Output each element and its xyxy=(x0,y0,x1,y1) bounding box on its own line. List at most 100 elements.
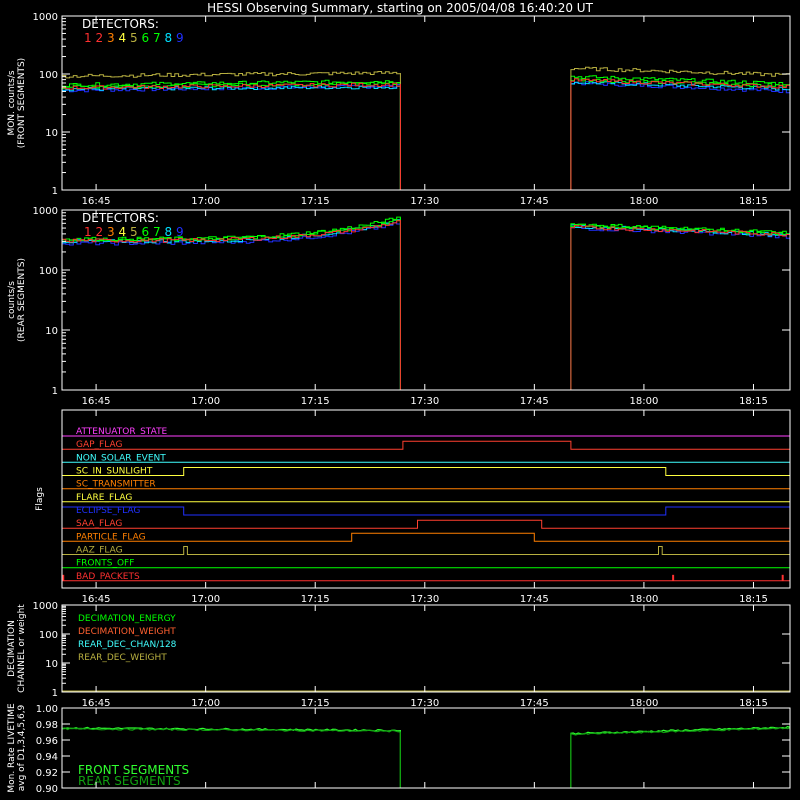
x-tick-label-1-6: 18:15 xyxy=(739,396,768,407)
y-tick-label-1-3: 1000 xyxy=(33,206,58,217)
x-tick-label-1-0: 16:45 xyxy=(82,396,111,407)
series-line-0-1 xyxy=(62,78,791,191)
series-line-1-6 xyxy=(62,216,791,391)
flag-line-ECLIPSE_FLAG xyxy=(62,506,790,516)
x-tick-label-2-0: 16:45 xyxy=(82,594,111,605)
x-tick-label-2-4: 17:45 xyxy=(520,594,549,605)
flag-label-FLARE_FLAG: FLARE_FLAG xyxy=(76,493,132,503)
y-tick-label-1-1: 10 xyxy=(45,326,58,337)
y-axis-label-0-1: (FRONT SEGMENTS) xyxy=(17,58,27,148)
panel-1: 16:45 17:00 17:15 17:30 17:45 18:00 18:15 1 10 10… xyxy=(7,206,791,407)
flag-label-ATTENUATOR_STATE: ATTENUATOR_STATE xyxy=(76,427,168,437)
y-tick-label-0-0: 1 xyxy=(52,186,58,197)
livetime-legend-0: FRONT SEGMENTS xyxy=(78,763,189,777)
y-tick-label-4-3: 0.96 xyxy=(36,736,58,747)
y-axis-label-3-0: DECIMATION xyxy=(7,620,17,677)
y-tick-label-0-3: 1000 xyxy=(33,12,58,23)
flag-label-SC_IN_SUNLIGHT: SC_IN_SUNLIGHT xyxy=(76,467,153,477)
y-tick-label-3-1: 10 xyxy=(45,659,58,670)
panel-flags: ATTENUATOR_STATE GAP_FLAG NON_SOLAR_EVENT S… xyxy=(35,409,791,605)
detector-number-1-6: 6 xyxy=(142,225,150,239)
detector-number-1-2: 2 xyxy=(96,225,104,239)
livetime-line-1 xyxy=(61,726,791,788)
detector-number-0-9: 9 xyxy=(176,31,184,45)
series-line-1-9 xyxy=(62,221,791,391)
flag-label-ECLIPSE_FLAG: ECLIPSE_FLAG xyxy=(76,506,140,516)
x-tick-label-0-2: 17:15 xyxy=(301,196,330,207)
chart-title: HESSI Observing Summary, starting on 200… xyxy=(207,1,593,15)
y-axis-label-flags: Flags xyxy=(35,487,45,511)
y-tick-label-1-2: 100 xyxy=(39,266,58,277)
series-line-0-6 xyxy=(62,75,791,191)
series-line-0-5 xyxy=(62,66,791,191)
detector-number-1-8: 8 xyxy=(165,225,173,239)
x-tick-label-0-4: 17:45 xyxy=(520,196,549,207)
panel-0: 16:45 17:00 17:15 17:30 17:45 18:00 18:15 1 10 10… xyxy=(7,12,791,207)
detectors-label-1: DETECTORS: xyxy=(82,211,159,225)
detector-number-1-7: 7 xyxy=(153,225,161,239)
x-tick-label-0-6: 18:15 xyxy=(739,196,768,207)
livetime-legend-1: REAR SEGMENTS xyxy=(78,774,181,788)
panel-frame-0 xyxy=(61,15,791,191)
y-tick-label-4-4: 0.98 xyxy=(36,720,58,731)
x-tick-label-3-5: 18:00 xyxy=(629,698,658,709)
detector-number-0-1: 1 xyxy=(84,31,92,45)
x-tick-label-2-1: 17:00 xyxy=(191,594,220,605)
flag-label-SAA_FLAG: SAA_FLAG xyxy=(76,519,122,529)
y-tick-label-4-0: 0.90 xyxy=(36,784,58,795)
detector-number-0-4: 4 xyxy=(119,31,127,45)
detector-number-1-5: 5 xyxy=(130,225,138,239)
x-tick-label-0-1: 17:00 xyxy=(191,196,220,207)
y-tick-label-4-2: 0.94 xyxy=(36,752,58,763)
x-tick-label-0-5: 18:00 xyxy=(629,196,658,207)
y-tick-label-4-5: 1.00 xyxy=(36,704,58,715)
y-axis-label-1-1: (REAR SEGMENTS) xyxy=(17,258,27,342)
y-tick-label-3-3: 1000 xyxy=(33,601,58,612)
y-tick-label-1-0: 1 xyxy=(52,386,58,397)
x-tick-label-2-3: 17:30 xyxy=(410,594,439,605)
flag-line-SAA_FLAG xyxy=(62,519,790,529)
x-tick-label-3-6: 18:15 xyxy=(739,698,768,709)
flag-label-PARTICLE_FLAG: PARTICLE_FLAG xyxy=(76,532,146,542)
x-tick-label-3-2: 17:15 xyxy=(301,698,330,709)
detector-number-1-4: 4 xyxy=(119,225,127,239)
detector-number-0-3: 3 xyxy=(107,31,115,45)
panel-frame-4 xyxy=(61,707,791,789)
y-tick-label-0-1: 10 xyxy=(45,128,58,139)
y-axis-label-4-0: Mon. Rate LIVETIME xyxy=(7,703,17,793)
panel-frame-3 xyxy=(61,604,791,693)
decimation-legend-1: DECIMATION_WEIGHT xyxy=(78,627,176,637)
y-tick-label-3-2: 100 xyxy=(39,630,58,641)
x-tick-label-1-5: 18:00 xyxy=(629,396,658,407)
y-tick-label-4-1: 0.92 xyxy=(36,768,58,779)
flag-label-AAZ_FLAG: AAZ_FLAG xyxy=(76,546,123,556)
x-tick-label-1-2: 17:15 xyxy=(301,396,330,407)
detector-number-0-8: 8 xyxy=(165,31,173,45)
detectors-label-0: DETECTORS: xyxy=(82,17,159,31)
x-tick-label-1-3: 17:30 xyxy=(410,396,439,407)
decimation-legend-0: DECIMATION_ENERGY xyxy=(78,614,176,624)
decimation-legend-2: REAR_DEC_CHAN/128 xyxy=(78,640,177,650)
panel-frame-1 xyxy=(61,209,791,391)
y-axis-label-0-0: MON. counts/s xyxy=(7,70,17,135)
decimation-legend-3: REAR_DEC_WEIGHT xyxy=(78,653,167,663)
x-tick-label-2-2: 17:15 xyxy=(301,594,330,605)
y-axis-label-4-1: avg of D1,3,4,5,6,9 xyxy=(17,704,27,791)
detector-number-1-3: 3 xyxy=(107,225,115,239)
detector-number-0-6: 6 xyxy=(142,31,150,45)
series-line-1-1 xyxy=(62,220,791,391)
x-tick-label-2-6: 18:15 xyxy=(739,594,768,605)
panel-decimation: 16:45 17:00 17:15 17:30 17:45 18:00 18:15 1 10 10… xyxy=(7,601,791,709)
x-tick-label-3-1: 17:00 xyxy=(191,698,220,709)
detector-number-0-7: 7 xyxy=(153,31,161,45)
x-tick-label-1-4: 17:45 xyxy=(520,396,549,407)
flag-label-GAP_FLAG: GAP_FLAG xyxy=(76,440,122,450)
y-axis-label-3-1: CHANNEL or weight xyxy=(17,604,27,693)
x-tick-label-3-4: 17:45 xyxy=(520,698,549,709)
flag-line-PARTICLE_FLAG xyxy=(62,532,790,542)
flag-label-NON_SOLAR_EVENT: NON_SOLAR_EVENT xyxy=(76,453,166,463)
x-tick-label-3-3: 17:30 xyxy=(410,698,439,709)
flag-line-AAZ_FLAG xyxy=(62,546,790,555)
flag-line-GAP_FLAG xyxy=(62,440,790,450)
